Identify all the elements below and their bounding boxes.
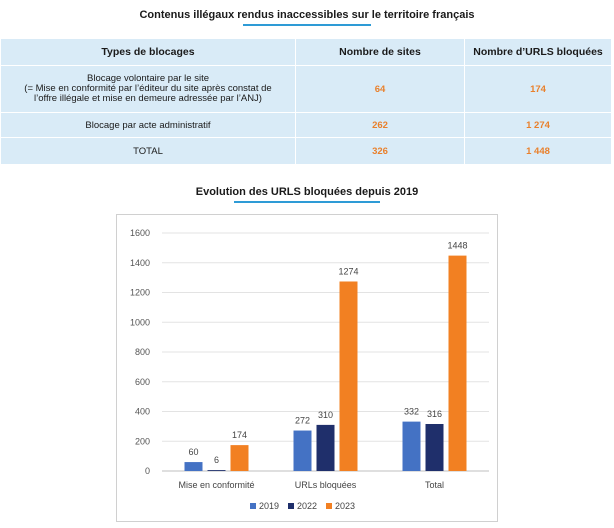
legend-swatch [326,503,332,509]
bar-2022 [425,423,444,471]
header-urls: Nombre d’URLS bloquées [464,38,612,66]
table-row: Blocage par acte administratif 262 1 274 [0,112,612,138]
data-label: 272 [295,416,310,426]
data-label: 316 [427,409,442,419]
y-tick-label: 800 [135,347,150,357]
row-label-line: (= Mise en conformité par l’éditeur du s… [24,83,272,94]
data-label: 1274 [338,266,358,276]
bar-2019 [184,462,203,471]
y-tick-label: 1200 [130,288,150,298]
table-row: Blocage volontaire par le site (= Mise e… [0,65,612,113]
legend-swatch [288,503,294,509]
header-sites: Nombre de sites [295,38,465,66]
row-sites: 326 [295,137,465,165]
row-label: Blocage volontaire par le site (= Mise e… [0,65,296,113]
row-label-line: Blocage volontaire par le site [87,73,209,84]
category-label: URLs bloquées [295,480,357,490]
chart-frame: 0 200 400 600 800 1000 1200 1400 1600 60 6 174 Mise … [116,214,498,522]
y-tick-label: 1600 [130,228,150,238]
chart-title: Evolution des URLS bloquées depuis 2019 [0,186,614,203]
data-label: 174 [232,430,247,440]
y-tick-label: 200 [135,436,150,446]
legend-label: 2023 [335,501,355,511]
data-label: 60 [188,447,198,457]
bar-2019 [402,421,421,471]
y-tick-label: 1400 [130,258,150,268]
table-title-underline [243,24,371,26]
table-title: Contenus illégaux rendus inaccessibles s… [0,9,614,26]
bar-2023 [339,281,358,471]
chart-title-text: Evolution des URLS bloquées depuis 2019 [195,186,419,198]
category-label: Total [425,480,444,490]
y-tick-label: 1000 [130,317,150,327]
y-tick-label: 0 [145,466,150,476]
bar-2022 [207,470,226,471]
chart-title-underline [234,201,380,203]
header-types: Types de blocages [0,38,296,66]
row-sites: 64 [295,65,465,113]
category-label: Mise en conformité [178,480,254,490]
data-label: 310 [318,410,333,420]
legend-swatch [250,503,256,509]
row-label-line: l’offre illégale et mise en demeure adre… [34,93,262,104]
legend-label: 2019 [259,501,279,511]
y-tick-label: 600 [135,377,150,387]
row-sites: 262 [295,112,465,138]
legend-label: 2022 [297,501,317,511]
table-header-row: Types de blocages Nombre de sites Nombre… [0,38,612,66]
bar-2019 [293,430,312,471]
data-label: 332 [404,407,419,417]
row-label: Blocage par acte administratif [0,112,296,138]
bar-2023 [448,255,467,471]
bar-2023 [230,445,249,471]
data-label: 1448 [447,241,467,251]
y-tick-label: 400 [135,407,150,417]
bar-2022 [316,424,335,471]
table-title-text: Contenus illégaux rendus inaccessibles s… [139,9,475,21]
row-urls: 174 [464,65,612,113]
data-label: 6 [214,455,219,465]
bar-chart: 0 200 400 600 800 1000 1200 1400 1600 60 6 174 Mise … [130,228,489,511]
row-urls: 1 448 [464,137,612,165]
table-row: TOTAL 326 1 448 [0,137,612,165]
row-urls: 1 274 [464,112,612,138]
row-label: TOTAL [0,137,296,165]
blocking-table: Types de blocages Nombre de sites Nombre… [0,38,612,165]
